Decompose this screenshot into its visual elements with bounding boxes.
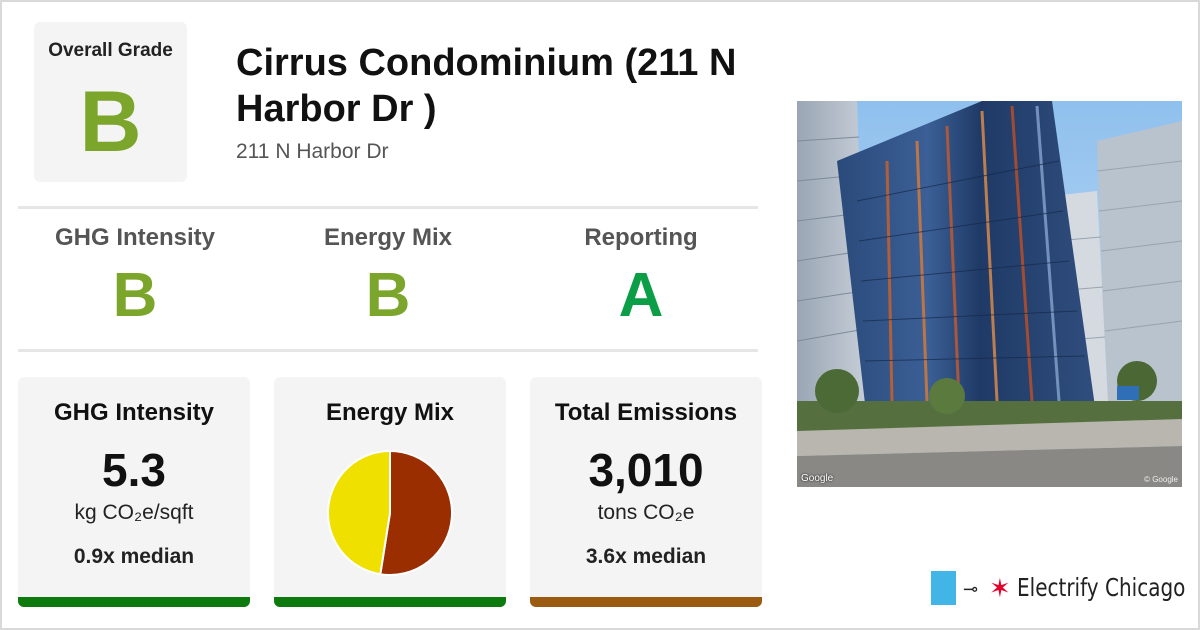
ghg-intensity-value: 5.3 [102, 444, 166, 496]
ghg-intensity-card: GHG Intensity 5.3 kg CO₂e/sqft 0.9x medi… [18, 377, 250, 607]
energy-mix-grade: Energy Mix B [263, 224, 513, 336]
building-title: Cirrus Condominium (211 N Harbor Dr ) [236, 42, 737, 130]
overall-grade-label: Overall Grade [48, 40, 173, 61]
total-emissions-unit: tons CO₂e [597, 501, 695, 524]
ghg-intensity-grade: GHG Intensity B [10, 224, 260, 336]
google-copyright: © Google [1144, 475, 1178, 484]
pie-slice-1 [327, 449, 391, 576]
plug-icon: ⊸ [963, 579, 979, 599]
pie-slice-0 [379, 449, 453, 576]
total-emissions-median: 3.6x median [585, 545, 707, 568]
energy-mix-grade-value: B [365, 261, 411, 330]
overall-grade-value: B [79, 74, 142, 170]
building-address: 211 N Harbor Dr [236, 140, 389, 163]
ghg-intensity-status-bar [18, 597, 250, 607]
ghg-intensity-grade-value: B [112, 261, 158, 330]
ghg-intensity-unit: kg CO₂e/sqft [74, 501, 194, 524]
logo-blue-bar [931, 571, 956, 605]
reporting-grade-value: A [618, 261, 664, 330]
ghg-intensity-grade-label: GHG Intensity [54, 224, 216, 251]
energy-mix-grade-label: Energy Mix [323, 224, 453, 251]
energy-mix-status-bar [274, 597, 506, 607]
total-emissions-status-bar [530, 597, 762, 607]
google-watermark: Google [801, 473, 834, 484]
total-emissions-card: Total Emissions 3,010 tons CO₂e 3.6x med… [530, 377, 762, 607]
total-emissions-value: 3,010 [588, 444, 704, 496]
divider [18, 206, 758, 209]
energy-mix-card: Energy Mix [274, 377, 506, 607]
building-photo-image [797, 101, 1182, 487]
energy-mix-pie-chart [327, 449, 453, 576]
reporting-grade-label: Reporting [584, 224, 698, 251]
chicago-star-icon: ✶ [989, 573, 1011, 603]
reporting-grade: Reporting A [516, 224, 766, 336]
overall-grade-box: Overall Grade B [34, 22, 187, 182]
card-title: Total Emissions [554, 399, 738, 426]
card-title: Energy Mix [325, 399, 455, 426]
logo-text: Electrify Chicago [1017, 573, 1186, 602]
card-title: GHG Intensity [53, 399, 215, 426]
ghg-intensity-median: 0.9x median [73, 545, 195, 568]
building-photo: Google © Google [797, 101, 1182, 487]
divider [18, 349, 758, 352]
